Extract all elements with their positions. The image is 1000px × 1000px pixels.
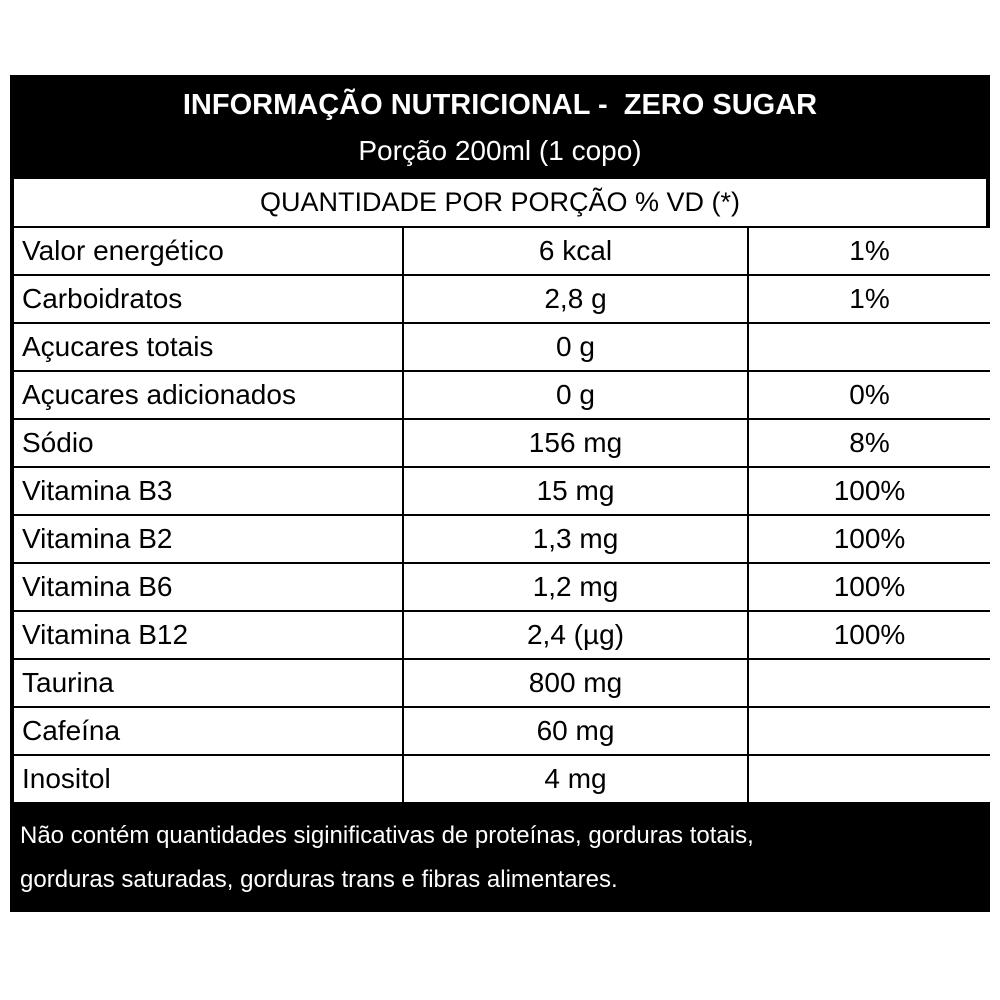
amount: 1,2 mg (402, 562, 749, 612)
nutrient-name: Sódio (14, 418, 404, 468)
table-row: Vitamina B2 1,3 mg 100% (14, 514, 990, 564)
daily-value: 1% (747, 228, 990, 276)
amount: 0 g (402, 322, 749, 372)
table-row: Inositol 4 mg (14, 754, 990, 804)
amount: 156 mg (402, 418, 749, 468)
table-row: Açucares totais 0 g (14, 322, 990, 372)
empty-cell (747, 754, 990, 804)
footer-line: gorduras saturadas, gorduras trans e fib… (20, 866, 618, 893)
empty-cell (747, 658, 990, 708)
footer-line: Não contém quantidades siginificativas d… (20, 822, 754, 849)
amount: 1,3 mg (402, 514, 749, 564)
nutrient-name: Vitamina B2 (14, 514, 404, 564)
amount: 60 mg (402, 706, 749, 756)
table-row: Taurina 800 mg (14, 658, 990, 708)
table-row: Sódio 156 mg 8% (14, 418, 990, 468)
table-row: Carboidratos 2,8 g 1% (14, 274, 990, 324)
empty-cell (747, 322, 990, 372)
nutrition-table: Valor energético 6 kcal 1% Carboidratos 2,8 … (14, 228, 990, 804)
empty-cell (747, 706, 990, 756)
daily-value: 100% (747, 514, 990, 564)
daily-value: 100% (747, 562, 990, 612)
table-row: Açucares adicionados 0 g 0% (14, 370, 990, 420)
table-row: Cafeína 60 mg (14, 706, 990, 756)
footer: Não contém quantidades siginificativas d… (12, 804, 988, 910)
nutrient-name: Taurina (14, 658, 404, 708)
amount: 800 mg (402, 658, 749, 708)
nutrient-name: Açucares totais (14, 322, 404, 372)
nutrition-label: INFORMAÇÃO NUTRICIONAL - ZERO SUGAR Porç… (10, 75, 990, 912)
table-row: Vitamina B6 1,2 mg 100% (14, 562, 990, 612)
nutrient-name: Vitamina B3 (14, 466, 404, 516)
nutrient-name: Açucares adicionados (14, 370, 404, 420)
table-row: Valor energético 6 kcal 1% (14, 228, 990, 276)
amount: 6 kcal (402, 228, 749, 276)
subtitle: Porção 200ml (1 copo) (358, 135, 642, 166)
table-row: Vitamina B12 2,4 (µg) 100% (14, 610, 990, 660)
daily-value: 100% (747, 610, 990, 660)
nutrient-name: Carboidratos (14, 274, 404, 324)
daily-value: 100% (747, 466, 990, 516)
nutrient-name: Inositol (14, 754, 404, 804)
amount: 0 g (402, 370, 749, 420)
title: INFORMAÇÃO NUTRICIONAL - ZERO SUGAR (182, 89, 818, 121)
nutrient-name: Cafeína (14, 706, 404, 756)
amount: 4 mg (402, 754, 749, 804)
table-row: Vitamina B3 15 mg 100% (14, 466, 990, 516)
nutrient-name: Vitamina B6 (14, 562, 404, 612)
nutrient-name: Vitamina B12 (14, 610, 404, 660)
nutrient-name: Valor energético (14, 228, 404, 276)
daily-value: 1% (747, 274, 990, 324)
daily-value: 0% (747, 370, 990, 420)
amount: 15 mg (402, 466, 749, 516)
table-heading: QUANTIDADE POR PORÇÃO % VD (*) (14, 179, 986, 228)
daily-value: 8% (747, 418, 990, 468)
amount: 2,8 g (402, 274, 749, 324)
amount: 2,4 (µg) (402, 610, 749, 660)
